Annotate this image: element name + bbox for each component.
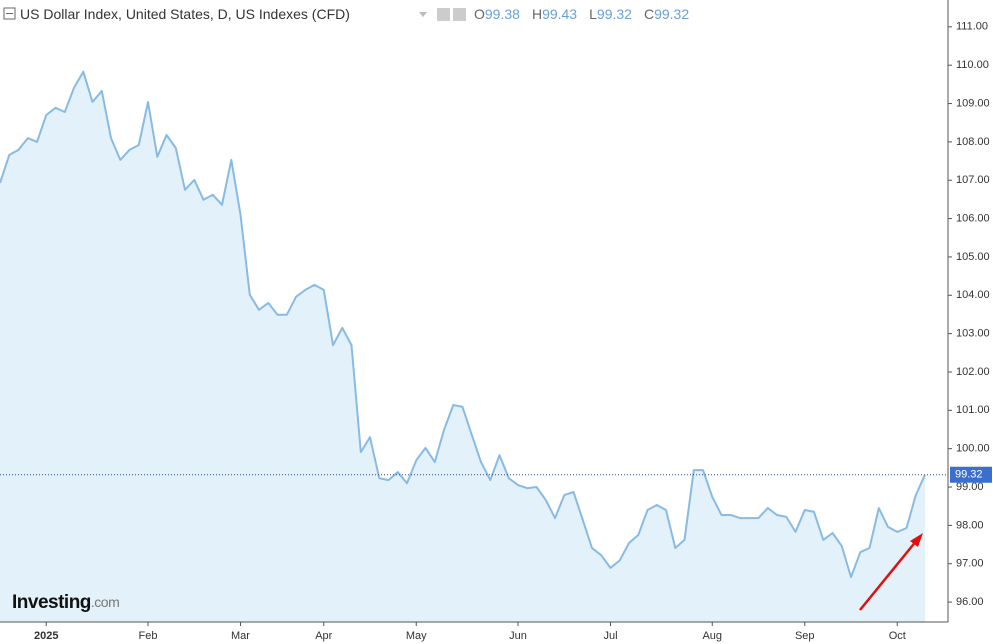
annotation-arrow bbox=[859, 539, 918, 611]
y-tick-label: 100.00 bbox=[956, 443, 990, 455]
x-tick-label: Oct bbox=[889, 630, 906, 642]
ohlc-key: C bbox=[644, 6, 654, 22]
annotation-arrowhead bbox=[910, 533, 923, 547]
ohlc-key: H bbox=[532, 6, 542, 22]
y-tick-label: 106.00 bbox=[956, 212, 990, 224]
y-tick-label: 101.00 bbox=[956, 404, 990, 416]
y-tick-label: 110.00 bbox=[956, 59, 989, 71]
ohlc-value: 99.43 bbox=[542, 6, 577, 22]
brand-name: Investing bbox=[12, 592, 91, 613]
last-price-label: 99.32 bbox=[955, 469, 983, 481]
x-tick-label: Apr bbox=[315, 630, 332, 642]
brand-logo: Investing.com bbox=[12, 592, 119, 613]
y-tick-label: 111.00 bbox=[956, 21, 988, 33]
x-tick-label: Jul bbox=[603, 630, 617, 642]
y-tick-label: 99.00 bbox=[956, 481, 984, 493]
x-tick-label: Aug bbox=[702, 630, 722, 642]
area-fill bbox=[0, 71, 925, 622]
x-tick-label: 2025 bbox=[34, 630, 58, 642]
header: US Dollar Index, United States, D, US In… bbox=[20, 6, 350, 22]
x-tick-label: Sep bbox=[795, 630, 815, 642]
y-tick-label: 107.00 bbox=[956, 174, 990, 186]
settings-icon[interactable] bbox=[437, 8, 450, 21]
ohlc: O99.38 H99.43 L99.32 C99.32 bbox=[474, 6, 689, 22]
x-tick-label: Feb bbox=[139, 630, 158, 642]
collapse-icon[interactable] bbox=[3, 7, 16, 20]
y-tick-label: 103.00 bbox=[956, 328, 990, 340]
x-tick-label: Jun bbox=[509, 630, 527, 642]
x-tick-label: Mar bbox=[231, 630, 250, 642]
ohlc-value: 99.32 bbox=[654, 6, 689, 22]
y-tick-label: 98.00 bbox=[956, 519, 984, 531]
y-tick-label: 97.00 bbox=[956, 558, 984, 570]
ohlc-key: O bbox=[474, 6, 485, 22]
y-tick-label: 96.00 bbox=[956, 596, 984, 608]
dropdown-arrow[interactable] bbox=[419, 12, 427, 17]
brand-suffix: .com bbox=[91, 594, 119, 610]
y-tick-label: 105.00 bbox=[956, 251, 990, 263]
ohlc-value: 99.32 bbox=[597, 6, 632, 22]
ohlc-key: L bbox=[589, 6, 597, 22]
y-tick-label: 104.00 bbox=[956, 289, 990, 301]
y-tick-label: 108.00 bbox=[956, 136, 990, 148]
x-tick-label: May bbox=[406, 630, 427, 642]
y-tick-label: 109.00 bbox=[956, 97, 990, 109]
last-price-box bbox=[950, 466, 992, 483]
price-line bbox=[0, 70, 926, 579]
close-icon[interactable] bbox=[453, 8, 466, 21]
ohlc-value: 99.38 bbox=[485, 6, 520, 22]
plot-area bbox=[0, 70, 926, 622]
y-tick-label: 102.00 bbox=[956, 366, 990, 378]
chart-title: US Dollar Index, United States, D, US In… bbox=[20, 6, 350, 22]
